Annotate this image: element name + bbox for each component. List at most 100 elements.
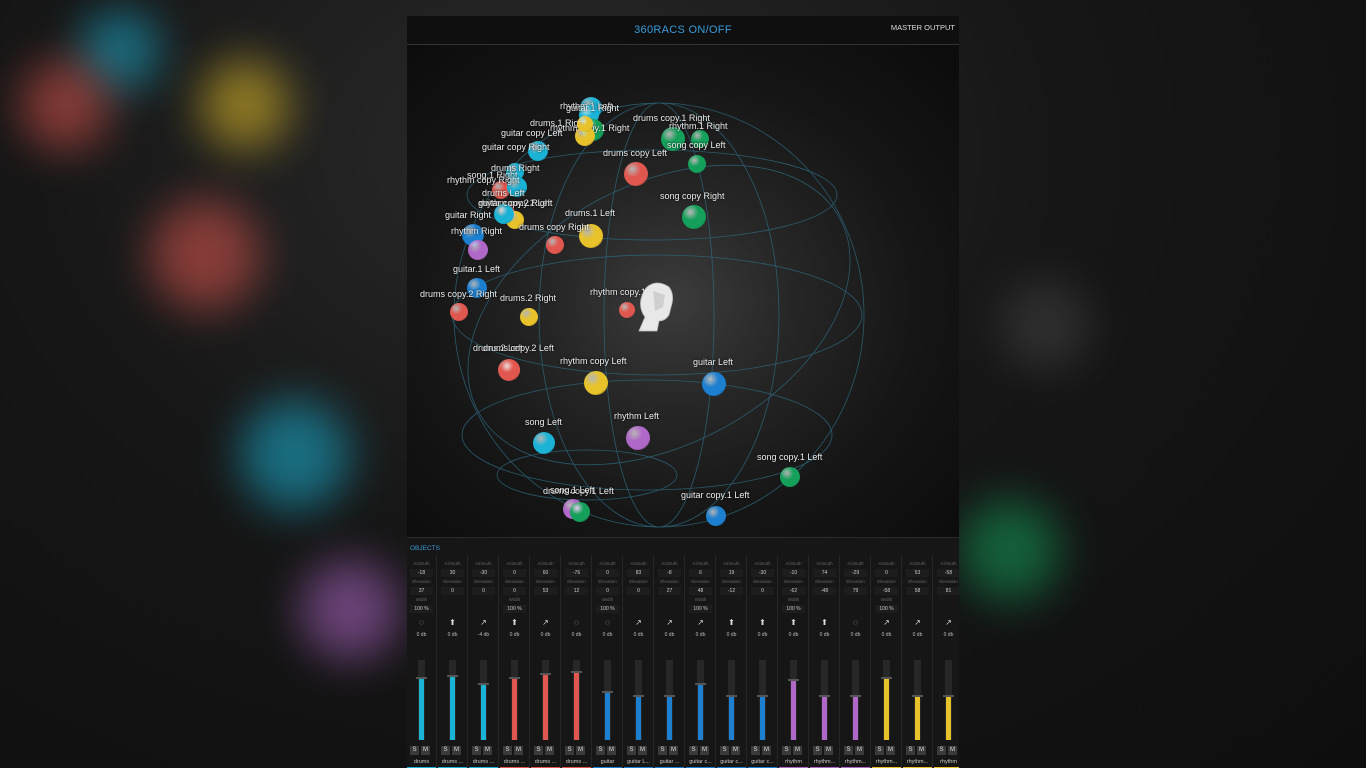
- sound-object-ball[interactable]: [626, 426, 650, 450]
- elevation-value[interactable]: 0: [627, 587, 650, 595]
- azimuth-value[interactable]: 74: [813, 569, 836, 577]
- elevation-value[interactable]: 81: [937, 587, 959, 595]
- circle-icon[interactable]: ◌: [853, 618, 858, 627]
- mute-button[interactable]: M: [514, 746, 523, 755]
- mute-button[interactable]: M: [731, 746, 740, 755]
- solo-button[interactable]: S: [782, 746, 791, 755]
- solo-button[interactable]: S: [844, 746, 853, 755]
- azimuth-value[interactable]: -18: [410, 569, 433, 577]
- sound-object-ball[interactable]: [468, 240, 488, 260]
- guitar-icon[interactable]: ↗: [480, 618, 487, 627]
- fader-handle[interactable]: [726, 695, 737, 697]
- guitar-icon[interactable]: ↗: [883, 618, 890, 627]
- azimuth-value[interactable]: -30: [472, 569, 495, 577]
- sound-object-ball[interactable]: [494, 204, 514, 224]
- 360racs-toggle[interactable]: 360RACS ON/OFF: [634, 24, 732, 36]
- azimuth-value[interactable]: 30: [441, 569, 464, 577]
- sound-object-ball[interactable]: [520, 308, 538, 326]
- elevation-value[interactable]: 0: [503, 587, 526, 595]
- fader-handle[interactable]: [788, 679, 799, 681]
- elevation-value[interactable]: 58: [906, 587, 929, 595]
- mute-button[interactable]: M: [886, 746, 895, 755]
- azimuth-value[interactable]: -58: [937, 569, 959, 577]
- solo-button[interactable]: S: [503, 746, 512, 755]
- fader-handle[interactable]: [478, 683, 489, 685]
- fader-handle[interactable]: [850, 695, 861, 697]
- sound-object-ball[interactable]: [492, 181, 510, 199]
- guitar-icon[interactable]: ↗: [635, 618, 642, 627]
- fader-handle[interactable]: [695, 683, 706, 685]
- solo-button[interactable]: S: [410, 746, 419, 755]
- elevation-value[interactable]: 0: [441, 587, 464, 595]
- solo-button[interactable]: S: [658, 746, 667, 755]
- guitar-icon[interactable]: ↗: [542, 618, 549, 627]
- sound-object-ball[interactable]: [661, 127, 685, 151]
- circle-icon[interactable]: ◌: [419, 618, 424, 627]
- solo-button[interactable]: S: [441, 746, 450, 755]
- azimuth-value[interactable]: 0: [503, 569, 526, 577]
- elevation-value[interactable]: 53: [534, 587, 557, 595]
- elevation-value[interactable]: -58: [875, 587, 898, 595]
- mute-button[interactable]: M: [545, 746, 554, 755]
- width-value[interactable]: 100 %: [503, 605, 526, 613]
- elevation-value[interactable]: 79: [844, 587, 867, 595]
- mute-button[interactable]: M: [421, 746, 430, 755]
- sound-object-ball[interactable]: [780, 467, 800, 487]
- azimuth-value[interactable]: -30: [751, 569, 774, 577]
- solo-button[interactable]: S: [875, 746, 884, 755]
- solo-button[interactable]: S: [627, 746, 636, 755]
- width-value[interactable]: 100 %: [689, 605, 712, 613]
- sound-object-ball[interactable]: [577, 116, 593, 132]
- sound-object-ball[interactable]: [682, 205, 706, 229]
- mute-button[interactable]: M: [576, 746, 585, 755]
- mute-button[interactable]: M: [700, 746, 709, 755]
- guitar-icon[interactable]: ↗: [914, 618, 921, 627]
- guitar-icon[interactable]: ↗: [945, 618, 952, 627]
- mute-button[interactable]: M: [452, 746, 461, 755]
- width-value[interactable]: 100 %: [875, 605, 898, 613]
- mute-button[interactable]: M: [762, 746, 771, 755]
- elevation-value[interactable]: 0: [596, 587, 619, 595]
- mute-button[interactable]: M: [855, 746, 864, 755]
- elevation-value[interactable]: 37: [410, 587, 433, 595]
- sound-object-ball[interactable]: [706, 506, 726, 526]
- sound-object-ball[interactable]: [507, 177, 527, 197]
- sound-object-ball[interactable]: [533, 432, 555, 454]
- width-value[interactable]: 100 %: [410, 605, 433, 613]
- mute-button[interactable]: M: [917, 746, 926, 755]
- fader-handle[interactable]: [943, 695, 954, 697]
- fader-handle[interactable]: [416, 677, 427, 679]
- fader-handle[interactable]: [602, 691, 613, 693]
- pin-icon[interactable]: ⬆: [821, 618, 828, 627]
- solo-button[interactable]: S: [937, 746, 946, 755]
- solo-button[interactable]: S: [596, 746, 605, 755]
- azimuth-value[interactable]: 53: [906, 569, 929, 577]
- sound-object-ball[interactable]: [467, 278, 487, 298]
- solo-button[interactable]: S: [813, 746, 822, 755]
- width-value[interactable]: 100 %: [596, 605, 619, 613]
- pin-icon[interactable]: ⬆: [728, 618, 735, 627]
- mute-button[interactable]: M: [948, 746, 957, 755]
- solo-button[interactable]: S: [689, 746, 698, 755]
- fader-handle[interactable]: [633, 695, 644, 697]
- fader-handle[interactable]: [757, 695, 768, 697]
- fader-handle[interactable]: [540, 673, 551, 675]
- pin-icon[interactable]: ⬆: [790, 618, 797, 627]
- fader-handle[interactable]: [664, 695, 675, 697]
- elevation-value[interactable]: 0: [472, 587, 495, 595]
- azimuth-value[interactable]: 0: [875, 569, 898, 577]
- solo-button[interactable]: S: [534, 746, 543, 755]
- fader-handle[interactable]: [881, 677, 892, 679]
- sound-object-ball[interactable]: [688, 155, 706, 173]
- azimuth-value[interactable]: 19: [720, 569, 743, 577]
- fader-handle[interactable]: [912, 695, 923, 697]
- sound-object-ball[interactable]: [546, 236, 564, 254]
- 3d-sound-viewport[interactable]: rhythm.1 Left guitar.1 Right rhythm copy.1…: [407, 45, 959, 537]
- mute-button[interactable]: M: [824, 746, 833, 755]
- master-output-button[interactable]: MASTER OUTPUT: [890, 23, 955, 32]
- mute-button[interactable]: M: [607, 746, 616, 755]
- azimuth-value[interactable]: -8: [658, 569, 681, 577]
- azimuth-value[interactable]: -29: [844, 569, 867, 577]
- azimuth-value[interactable]: -76: [565, 569, 588, 577]
- circle-icon[interactable]: ◌: [605, 618, 610, 627]
